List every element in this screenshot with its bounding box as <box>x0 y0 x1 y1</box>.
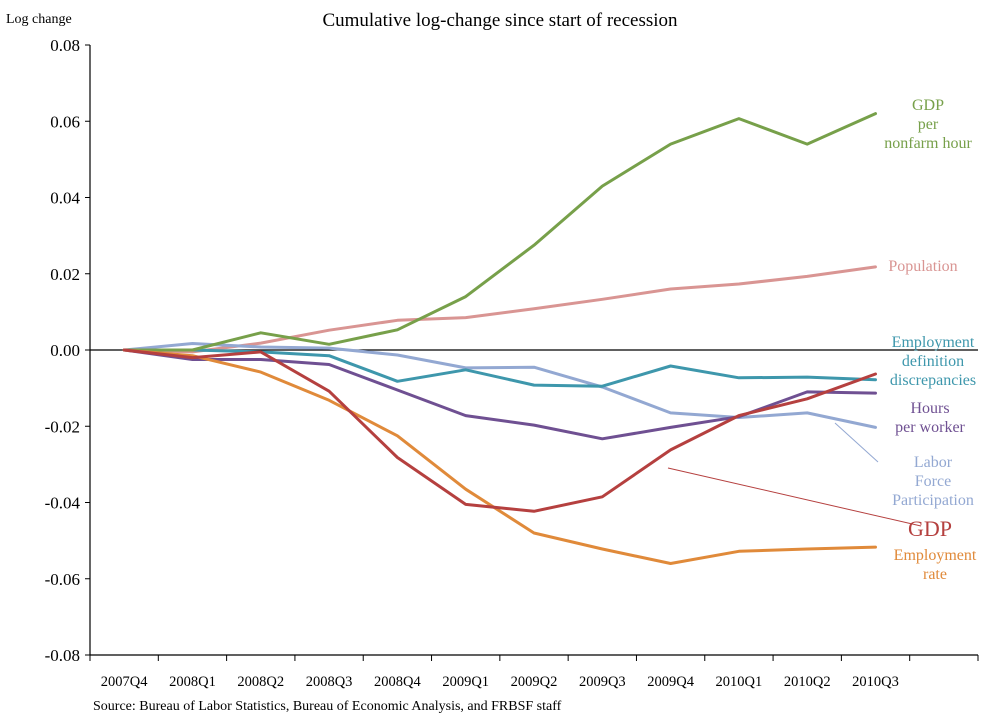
y-axis-label: Log change <box>6 12 72 27</box>
x-tick-label: 2009Q3 <box>579 674 626 690</box>
y-tick-label: -0.06 <box>45 570 80 589</box>
x-tick-label: 2009Q4 <box>647 674 694 690</box>
series-label-gdp: GDP <box>908 516 952 541</box>
y-tick-label: 0.06 <box>50 112 80 131</box>
axes: 0.08 0.06 0.04 0.02 0.00 -0.02 -0.04 -0.06 -0.08… <box>45 36 979 690</box>
series-line-labor-force-participation <box>122 342 877 429</box>
series-label-labor-force-participation: Force <box>915 473 951 490</box>
x-tick-label: 2008Q1 <box>169 674 216 690</box>
x-tick-label: 2008Q2 <box>237 674 284 690</box>
x-tick-label: 2009Q1 <box>442 674 489 690</box>
series-label-employment-definition-discrepancies: Employment <box>892 334 975 351</box>
series-labels: GDP per nonfarm hour Population Employment de… <box>667 97 977 583</box>
series-label-employment-rate: rate <box>923 566 947 583</box>
y-tick-label: 0.02 <box>50 265 80 284</box>
series-label-employment-definition-discrepancies: discrepancies <box>890 372 976 389</box>
chart-title: Cumulative log-change since start of rec… <box>322 10 678 31</box>
x-tick-label: 2009Q2 <box>511 674 558 690</box>
leader-line-gdp <box>667 467 922 527</box>
series-label-gdp-per-nonfarm-hour: nonfarm hour <box>884 135 972 152</box>
series-line-gdp-per-nonfarm-hour <box>122 112 877 352</box>
series-label-population: Population <box>888 258 957 275</box>
series-label-hours-per-worker: per worker <box>895 419 965 436</box>
y-tick-label: 0.00 <box>50 341 80 360</box>
series-label-gdp-per-nonfarm-hour: GDP <box>912 97 944 114</box>
y-tick-label: -0.08 <box>45 646 80 665</box>
series-label-hours-per-worker: Hours <box>910 400 949 417</box>
series-line-gdp <box>122 348 877 513</box>
x-tick-label: 2008Q4 <box>374 674 421 690</box>
x-tick-label: 2010Q1 <box>716 674 763 690</box>
y-tick-label: 0.08 <box>50 36 80 55</box>
series-label-labor-force-participation: Participation <box>892 492 974 509</box>
series-label-labor-force-participation: Labor <box>914 454 953 471</box>
series-line-hours-per-worker <box>122 348 877 441</box>
series-lines <box>122 112 877 565</box>
x-tick-label: 2010Q2 <box>784 674 831 690</box>
x-tick-label: 2007Q4 <box>101 674 148 690</box>
leader-line-labor-force <box>834 422 879 463</box>
y-tick-label: -0.02 <box>45 417 80 436</box>
y-tick-label: 0.04 <box>50 189 80 208</box>
series-line-employment-rate <box>122 348 877 565</box>
x-tick-label: 2010Q3 <box>852 674 899 690</box>
x-tick-label: 2008Q3 <box>306 674 353 690</box>
series-line-population <box>122 265 877 354</box>
series-label-employment-rate: Employment <box>894 547 977 564</box>
y-tick-label: -0.04 <box>45 494 81 513</box>
series-label-employment-definition-discrepancies: definition <box>902 353 964 370</box>
series-label-gdp-per-nonfarm-hour: per <box>918 116 939 133</box>
source-note: Source: Bureau of Labor Statistics, Bure… <box>93 699 562 714</box>
